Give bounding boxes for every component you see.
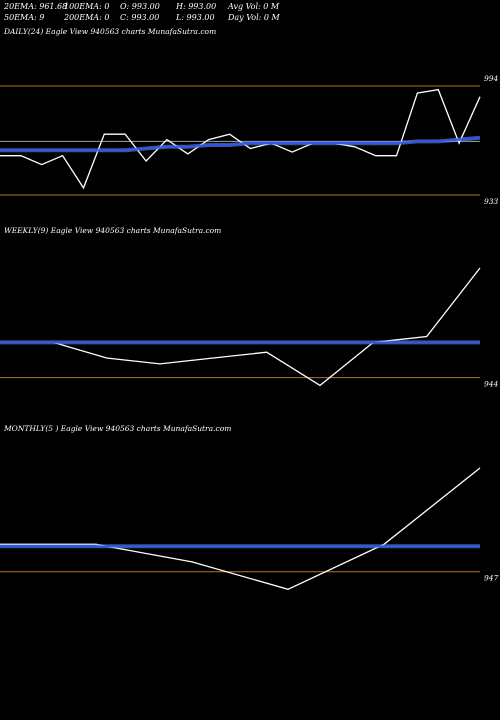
stat-ema200: 200EMA: 0 <box>64 13 110 22</box>
daily-tick-label: 933 <box>484 197 499 206</box>
weekly-price-line <box>0 267 481 387</box>
daily-ema-line <box>0 137 481 152</box>
stat-ema50: 50EMA: 9 <box>4 13 45 22</box>
stat-low: L: 993.00 <box>176 13 215 22</box>
weekly-tick-label: 944 <box>484 380 499 389</box>
stat-open: O: 993.00 <box>120 2 160 11</box>
monthly-price-line <box>0 467 481 590</box>
daily-price-line <box>0 88 481 190</box>
stat-avg-vol: Avg Vol: 0 M <box>228 2 280 11</box>
daily-tick-label: 994 <box>484 74 499 83</box>
stat-high: H: 993.00 <box>176 2 217 11</box>
stat-ema20: 20EMA: 961.68 <box>4 2 68 11</box>
weekly-chart-title: WEEKLY(9) Eagle View 940563 charts Munaf… <box>4 226 222 235</box>
stat-ema100: 100EMA: 0 <box>64 2 110 11</box>
monthly-tick-label: 947 <box>484 574 499 583</box>
daily-chart-title: DAILY(24) Eagle View 940563 charts Munaf… <box>4 27 217 36</box>
stat-close: C: 993.00 <box>120 13 160 22</box>
stat-day-vol: Day Vol: 0 M <box>228 13 280 22</box>
monthly-chart-title: MONTHLY(5 ) Eagle View 940563 charts Mun… <box>4 424 232 433</box>
